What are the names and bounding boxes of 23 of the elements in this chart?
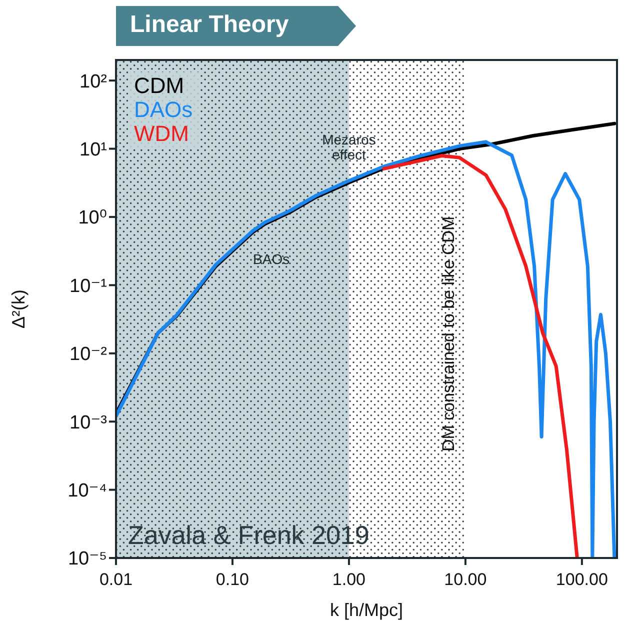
y-axis-title: Δ²(k) [8,289,28,329]
x-tick-label: 1.00 [332,570,366,590]
x-tick-label: 0.10 [216,570,250,590]
y-tick-label: 10¹ [80,139,107,160]
y-tick-label: 10⁰ [78,208,107,229]
y-tick-label: 10⁻⁴ [68,480,107,502]
annotation: DM constrained to be like CDM [439,216,458,452]
y-tick-label: 10² [80,71,107,92]
annotation: Zavala & Frenk 2019 [128,520,370,550]
text: DAOs [134,97,193,122]
chart-title: Linear Theory [129,10,290,40]
x-tick-label: 10.00 [444,570,487,590]
y-tick-label: 10⁻¹ [70,276,107,297]
annotation: Mezaros effect [322,131,376,162]
y-tick-label: 10⁻² [70,344,107,366]
x-tick-label: 100.00 [556,570,608,590]
text: CDM [134,73,186,98]
y-tick-label: 10⁻³ [70,412,107,434]
x-axis-title: k [h/Mpc] [330,600,404,620]
annotation: BAOs [253,251,290,268]
text: WDM [134,121,190,146]
x-tick-label: 0.01 [99,570,133,590]
y-tick-label: 10⁻⁵ [68,548,107,570]
